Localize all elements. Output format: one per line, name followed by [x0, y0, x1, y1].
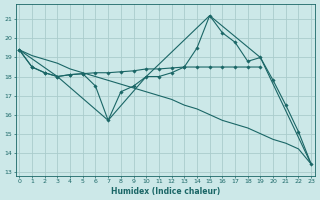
- X-axis label: Humidex (Indice chaleur): Humidex (Indice chaleur): [111, 187, 220, 196]
